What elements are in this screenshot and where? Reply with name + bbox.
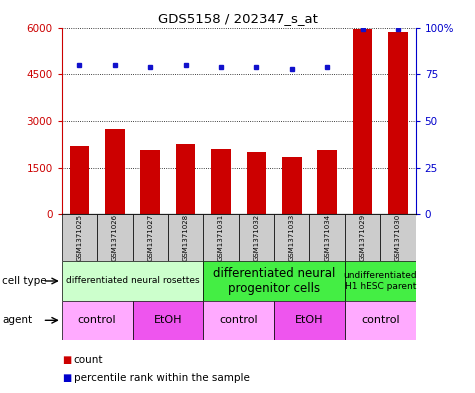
Bar [62,301,133,340]
Bar [70,146,89,214]
Bar [345,301,416,340]
Text: EtOH: EtOH [153,315,182,325]
Bar [176,144,195,214]
Text: GSM1371026: GSM1371026 [112,214,118,261]
Bar [317,151,337,214]
Bar [238,214,274,261]
Text: control: control [219,315,258,325]
Text: GSM1371034: GSM1371034 [324,214,330,261]
Text: EtOH: EtOH [295,315,323,325]
Text: cell type: cell type [2,276,47,286]
Bar [133,301,203,340]
Text: GSM1371032: GSM1371032 [253,214,259,261]
Bar [62,261,203,301]
Text: differentiated neural
progenitor cells: differentiated neural progenitor cells [213,267,335,295]
Text: GSM1371033: GSM1371033 [289,214,295,261]
Bar [274,214,310,261]
Text: count: count [74,354,103,365]
Bar [380,214,416,261]
Text: control: control [78,315,116,325]
Text: control: control [361,315,399,325]
Bar [203,261,345,301]
Bar [133,214,168,261]
Bar [211,149,231,214]
Text: GSM1371029: GSM1371029 [360,214,366,261]
Text: GSM1371031: GSM1371031 [218,214,224,261]
Text: agent: agent [2,315,32,325]
Text: undifferentiated
H1 hESC parent: undifferentiated H1 hESC parent [343,271,417,291]
Bar [345,214,380,261]
Text: GSM1371030: GSM1371030 [395,214,401,261]
Bar [388,32,408,214]
Bar [203,301,274,340]
Bar [105,129,124,214]
Text: ■: ■ [62,373,71,383]
Bar [345,261,416,301]
Bar [274,301,345,340]
Text: GSM1371025: GSM1371025 [76,214,83,261]
Bar [282,157,302,214]
Bar [310,214,345,261]
Bar [353,29,372,214]
Text: percentile rank within the sample: percentile rank within the sample [74,373,249,383]
Bar [62,214,97,261]
Bar [247,152,266,214]
Text: GSM1371027: GSM1371027 [147,214,153,261]
Text: GDS5158 / 202347_s_at: GDS5158 / 202347_s_at [158,12,317,25]
Bar [97,214,133,261]
Bar [168,214,203,261]
Text: ■: ■ [62,354,71,365]
Text: differentiated neural rosettes: differentiated neural rosettes [66,277,200,285]
Bar [203,214,238,261]
Bar [141,151,160,214]
Text: GSM1371028: GSM1371028 [182,214,189,261]
